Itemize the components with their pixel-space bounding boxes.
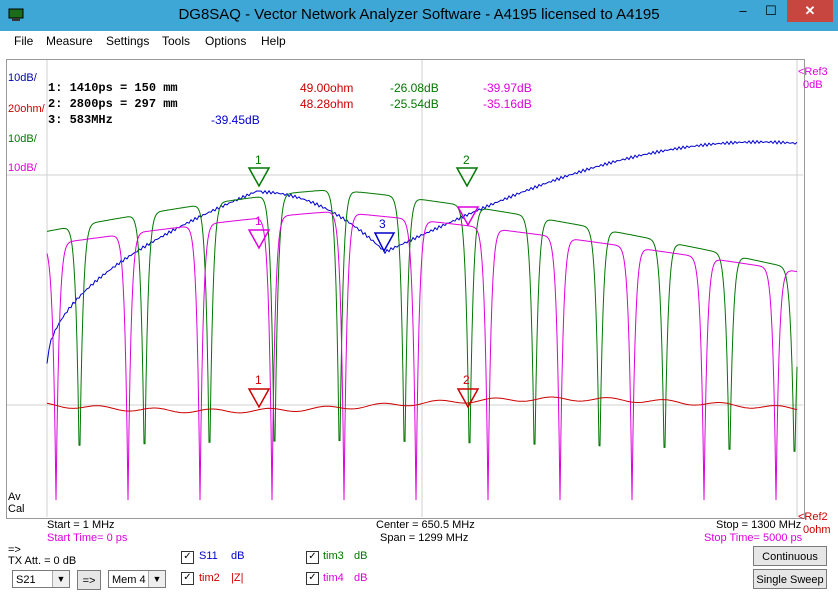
marker-2-readout: 2: 2800ps = 297 mm <box>48 97 178 111</box>
marker-1-z-number: 1 <box>255 373 262 387</box>
cal-label: Cal <box>8 503 25 515</box>
copy-to-memory-button[interactable]: => <box>77 570 101 590</box>
maximize-button[interactable]: ☐ <box>765 3 777 18</box>
menu-bar: File Measure Settings Tools Options Help <box>0 31 838 51</box>
tim3-trace <box>46 190 798 452</box>
chevron-down-icon[interactable]: ▼ <box>52 571 69 587</box>
menu-tools[interactable]: Tools <box>162 34 191 48</box>
marker-1-tim4-number: 1 <box>255 214 262 228</box>
tim4-trace-label: tim4 <box>323 572 344 584</box>
tim2-checkbox[interactable]: ✓ <box>181 572 194 585</box>
scale-z: 20ohm/ <box>8 103 45 115</box>
trace-select-value: S21 <box>16 574 36 586</box>
tim3-trace-unit: dB <box>354 550 368 562</box>
marker-1-readout: 1: 1410ps = 150 mm <box>48 81 178 95</box>
marker-3-readout: 3: 583MHz <box>48 113 113 127</box>
av-label: Av <box>8 491 21 503</box>
ref3-label: <Ref3 <box>798 66 828 78</box>
marker-2-z-number: 2 <box>463 373 470 387</box>
marker-2-z: 48.28ohm <box>300 97 354 111</box>
tim2-trace-unit: |Z| <box>231 572 244 584</box>
tim3-checkbox[interactable]: ✓ <box>306 551 319 564</box>
marker-2-tim4 <box>456 206 480 227</box>
marker-2-tim4: -35.16dB <box>483 97 532 111</box>
scale-tim4: 10dB/ <box>8 162 37 174</box>
stop-time: Stop Time= 5000 ps <box>704 532 803 544</box>
marker-2-z <box>456 388 480 409</box>
marker-1-tim3: -26.08dB <box>390 81 439 95</box>
start-frequency: Start = 1 MHz <box>47 519 115 531</box>
tx-attenuation: TX Att. = 0 dB <box>8 555 77 567</box>
marker-2-tim3: -25.54dB <box>390 97 439 111</box>
marker-1-tim3-number: 1 <box>255 153 262 167</box>
start-time: Start Time= 0 ps <box>47 532 128 544</box>
tim4-trace-unit: dB <box>354 572 368 584</box>
single-sweep-button[interactable]: Single Sweep <box>753 569 827 589</box>
memory-select-value: Mem 4 <box>112 574 146 586</box>
marker-2-tim3 <box>455 167 479 188</box>
menu-measure[interactable]: Measure <box>46 34 93 48</box>
marker-1-z <box>247 388 271 409</box>
z-trace <box>46 396 798 414</box>
chevron-down-icon[interactable]: ▼ <box>148 571 165 587</box>
tim4-trace <box>46 211 798 501</box>
marker-1-tim3 <box>247 167 271 188</box>
ref2-label: <Ref2 <box>798 511 828 523</box>
s11-checkbox[interactable]: ✓ <box>181 551 194 564</box>
s11-trace-label: S11 <box>199 550 218 562</box>
scale-tim3: 10dB/ <box>8 133 37 145</box>
window-title: DG8SAQ - Vector Network Analyzer Softwar… <box>178 6 660 23</box>
trace-select[interactable]: S21 ▼ <box>12 570 70 588</box>
marker-3-s11-number: 3 <box>379 217 386 231</box>
plot-area[interactable] <box>6 59 805 519</box>
marker-3-s11: -39.45dB <box>211 113 260 127</box>
continuous-button[interactable]: Continuous <box>753 546 827 566</box>
s11-trace <box>46 139 798 364</box>
span-frequency: Span = 1299 MHz <box>380 532 469 544</box>
tim3-trace-label: tim3 <box>323 550 344 562</box>
menu-file[interactable]: File <box>14 34 34 48</box>
marker-2-tim3-number: 2 <box>463 153 470 167</box>
marker-1-tim4 <box>247 229 271 250</box>
app-icon[interactable] <box>8 8 24 22</box>
close-button[interactable]: ✕ <box>787 0 833 22</box>
marker-1-z: 49.00ohm <box>300 81 354 95</box>
stop-frequency: Stop = 1300 MHz <box>716 519 802 531</box>
s11-trace-unit: dB <box>231 550 245 562</box>
menu-settings[interactable]: Settings <box>106 34 150 48</box>
menu-help[interactable]: Help <box>261 34 286 48</box>
memory-select[interactable]: Mem 4 ▼ <box>108 570 166 588</box>
arrow-indicator: => <box>8 544 21 556</box>
minimize-button[interactable]: – <box>739 3 747 18</box>
ref3-value: 0dB <box>803 79 823 91</box>
marker-1-tim4: -39.97dB <box>483 81 532 95</box>
marker-3-s11 <box>373 232 396 253</box>
center-frequency: Center = 650.5 MHz <box>376 519 475 531</box>
menu-options[interactable]: Options <box>205 34 247 48</box>
tim4-checkbox[interactable]: ✓ <box>306 572 319 585</box>
tim2-trace-label: tim2 <box>199 572 220 584</box>
title-bar: DG8SAQ - Vector Network Analyzer Softwar… <box>0 0 838 31</box>
ref2-value: 0ohm <box>803 524 831 536</box>
scale-s11: 10dB/ <box>8 72 37 84</box>
